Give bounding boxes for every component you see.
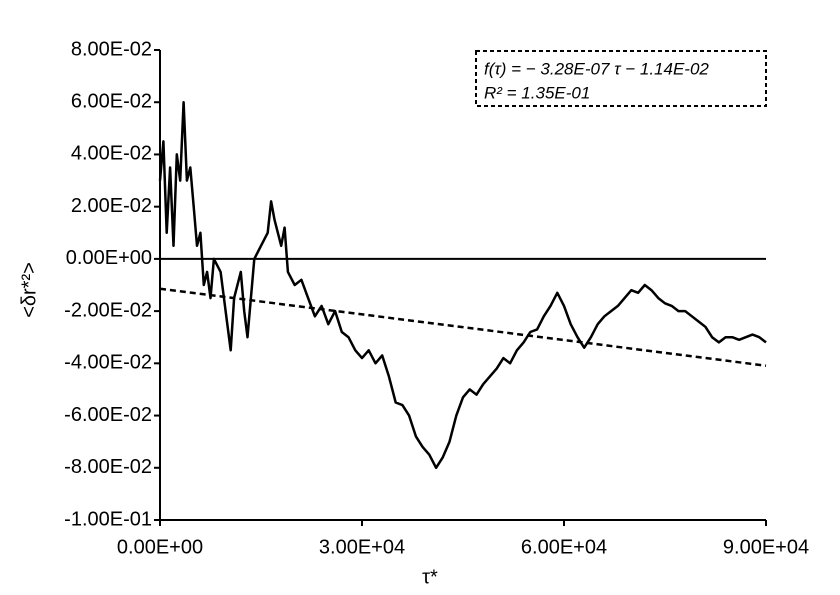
y-tick-label: 4.00E-02 xyxy=(71,143,152,165)
fit-equation: f(τ) = − 3.28E-07 τ − 1.14E-02 xyxy=(484,59,709,78)
y-tick-label: -6.00E-02 xyxy=(64,404,152,426)
fit-line xyxy=(159,287,767,367)
y-tick-label: -8.00E-02 xyxy=(64,456,152,478)
y-tick-label: -1.00E-01 xyxy=(64,508,152,530)
data-line xyxy=(158,100,767,470)
y-tick-label: 2.00E-02 xyxy=(71,195,152,217)
y-tick-label: -2.00E-02 xyxy=(64,299,152,321)
y-tick-label: 8.00E-02 xyxy=(71,38,152,60)
annotation-box xyxy=(475,50,767,107)
y-tick-label: 6.00E-02 xyxy=(71,91,152,113)
x-axis-label: τ* xyxy=(422,566,438,588)
r-squared: R² = 1.35E-01 xyxy=(484,83,590,102)
x-tick-label: 0.00E+00 xyxy=(117,536,203,558)
x-tick-label: 9.00E+04 xyxy=(723,536,809,558)
x-tick-label: 3.00E+04 xyxy=(319,536,405,558)
y-axis-label: <δr*²> xyxy=(18,262,40,318)
y-tick-label: 0.00E+00 xyxy=(66,247,152,269)
y-tick-label: -4.00E-02 xyxy=(64,352,152,374)
x-tick-label: 6.00E+04 xyxy=(521,536,607,558)
